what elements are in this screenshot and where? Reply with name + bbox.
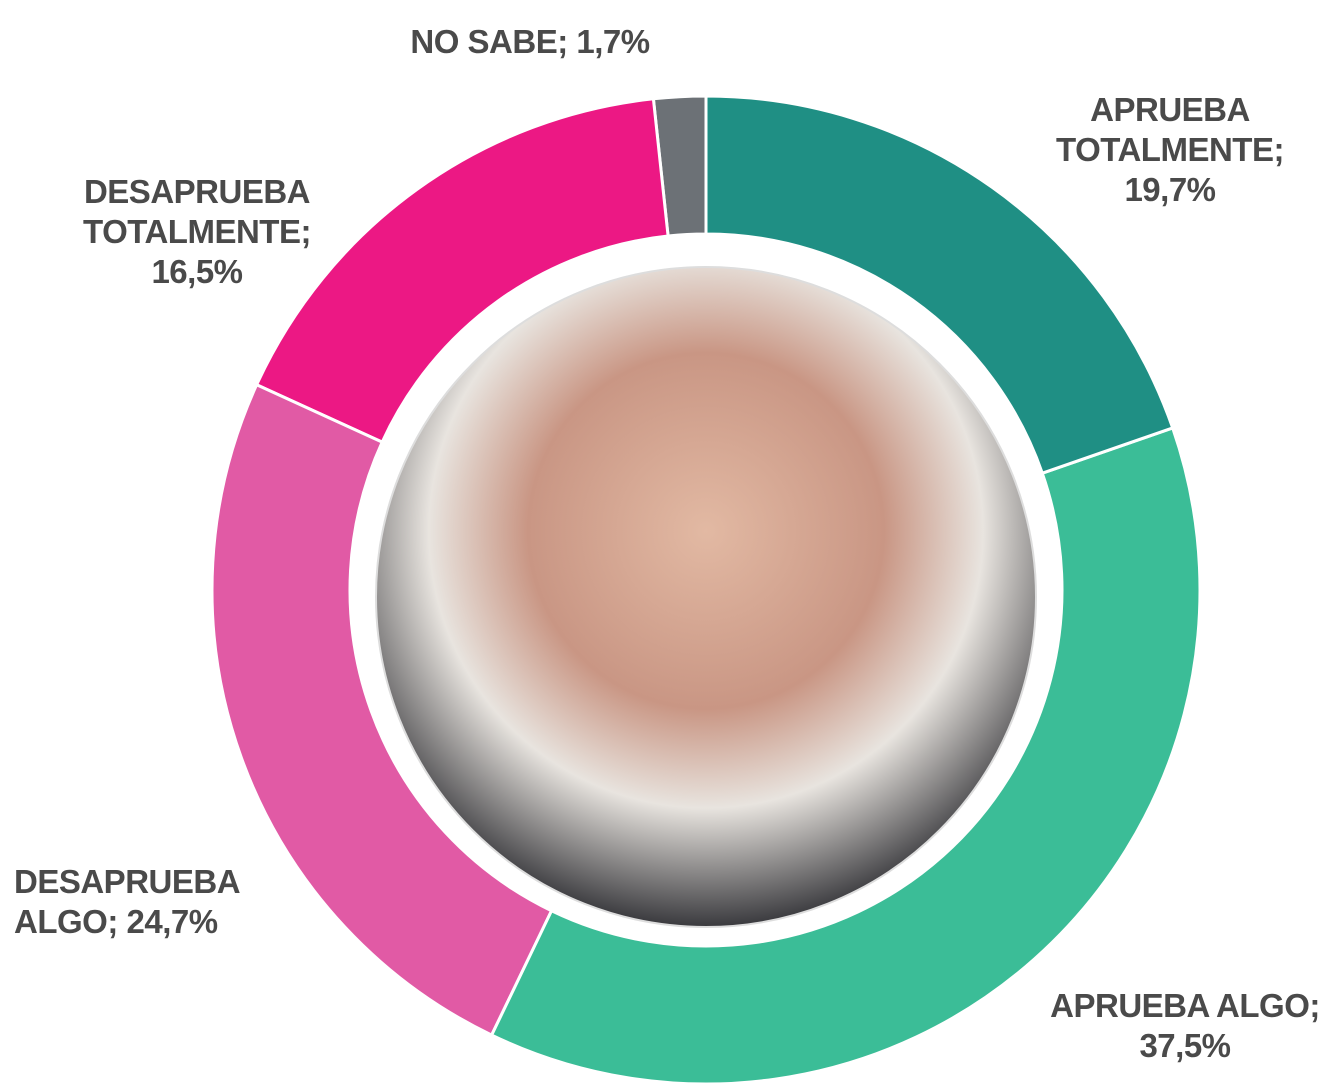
category-label: NO SABE; — [410, 23, 567, 60]
chart: APRUEBA TOTALMENTE; 19,7% APRUEBA ALGO; 3… — [0, 0, 1339, 1086]
slice-label: DESAPRUEBA TOTALMENTE; 16,5% — [62, 172, 332, 292]
slice-label: NO SABE; 1,7% — [330, 22, 730, 62]
slice-label: DESAPRUEBA ALGO; 24,7% — [14, 862, 264, 942]
category-label: APRUEBA ALGO; — [1050, 987, 1320, 1024]
value-label: 24,7% — [127, 903, 218, 940]
slice-label: APRUEBA ALGO; 37,5% — [1030, 986, 1339, 1066]
value-label: 19,7% — [1124, 171, 1215, 208]
slice-label: APRUEBA TOTALMENTE; 19,7% — [1040, 90, 1300, 210]
category-label: APRUEBA TOTALMENTE; — [1056, 91, 1284, 168]
value-label: 37,5% — [1139, 1027, 1230, 1064]
category-label: DESAPRUEBA TOTALMENTE; — [83, 173, 311, 250]
value-label: 1,7% — [576, 23, 649, 60]
value-label: 16,5% — [151, 253, 242, 290]
center-photo — [376, 267, 1036, 927]
